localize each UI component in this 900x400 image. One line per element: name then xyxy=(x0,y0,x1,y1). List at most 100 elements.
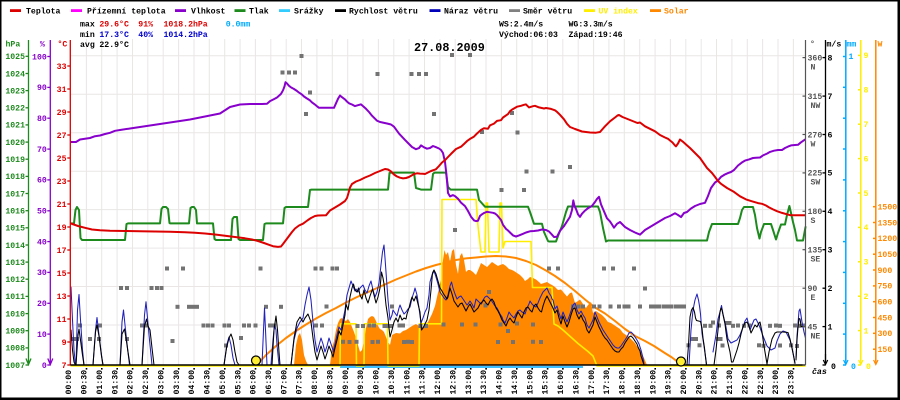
svg-text:09:00: 09:00 xyxy=(342,370,351,395)
svg-text:Západ:19:46: Západ:19:46 xyxy=(569,30,623,40)
svg-text:Východ:06:03: Východ:06:03 xyxy=(499,30,558,40)
svg-text:1012: 1012 xyxy=(5,276,25,285)
svg-text:5: 5 xyxy=(864,190,869,199)
svg-text:1050: 1050 xyxy=(878,251,898,260)
svg-text:1: 1 xyxy=(828,323,833,332)
svg-text:19: 19 xyxy=(57,224,67,233)
svg-text:15:30: 15:30 xyxy=(542,370,551,395)
svg-text:E: E xyxy=(811,294,816,303)
svg-text:°: ° xyxy=(810,41,815,50)
svg-text:0: 0 xyxy=(42,362,47,371)
svg-text:WG:3.3m/s: WG:3.3m/s xyxy=(569,20,613,30)
svg-text:90: 90 xyxy=(37,84,47,93)
svg-text:Náraz větru: Náraz větru xyxy=(444,7,498,17)
svg-text:10: 10 xyxy=(37,331,47,340)
svg-text:00:00: 00:00 xyxy=(65,370,74,395)
svg-text:13:30: 13:30 xyxy=(480,370,489,395)
svg-text:135: 135 xyxy=(808,247,823,256)
svg-text:m/s: m/s xyxy=(827,40,842,50)
svg-text:7: 7 xyxy=(828,93,833,102)
svg-text:1018: 1018 xyxy=(5,173,25,182)
svg-text:avg: avg xyxy=(80,41,95,50)
svg-text:1008: 1008 xyxy=(5,345,25,354)
svg-text:90: 90 xyxy=(808,285,818,294)
svg-text:17: 17 xyxy=(57,247,67,256)
svg-text:60: 60 xyxy=(37,177,47,186)
svg-text:12:30: 12:30 xyxy=(449,370,458,395)
svg-text:50: 50 xyxy=(37,208,47,217)
svg-text:45: 45 xyxy=(808,323,818,332)
svg-text:270: 270 xyxy=(808,131,823,140)
svg-text:01:00: 01:00 xyxy=(96,370,105,395)
svg-text:W: W xyxy=(878,41,883,50)
svg-text:315: 315 xyxy=(808,93,823,102)
svg-text:UV index: UV index xyxy=(599,7,638,17)
svg-text:Srážky: Srážky xyxy=(294,7,324,17)
svg-text:1018.2hPa: 1018.2hPa xyxy=(164,20,208,30)
svg-text:29.6°C: 29.6°C xyxy=(99,21,129,30)
svg-text:450: 450 xyxy=(878,314,893,323)
svg-text:22.9°C: 22.9°C xyxy=(99,41,129,50)
svg-text:16:30: 16:30 xyxy=(572,370,581,395)
svg-text:1011: 1011 xyxy=(5,293,25,302)
svg-text:4: 4 xyxy=(864,224,869,233)
svg-text:17:00: 17:00 xyxy=(588,370,597,395)
svg-text:27: 27 xyxy=(57,132,67,141)
svg-text:13:00: 13:00 xyxy=(465,370,474,395)
svg-text:N: N xyxy=(811,63,816,72)
svg-text:3: 3 xyxy=(864,259,869,268)
svg-text:70: 70 xyxy=(37,146,47,155)
svg-text:1350: 1350 xyxy=(878,219,898,228)
svg-text:900: 900 xyxy=(878,267,893,276)
svg-text:Směr větru: Směr větru xyxy=(523,7,572,17)
svg-text:SW: SW xyxy=(811,179,821,188)
svg-text:04:30: 04:30 xyxy=(204,370,213,395)
svg-text:1025: 1025 xyxy=(5,53,25,62)
svg-text:23:00: 23:00 xyxy=(772,370,781,395)
svg-text:Vlhkost: Vlhkost xyxy=(191,7,225,17)
svg-text:7: 7 xyxy=(864,121,869,130)
svg-text:06:30: 06:30 xyxy=(265,370,274,395)
svg-text:1019: 1019 xyxy=(5,156,25,165)
svg-text:1010: 1010 xyxy=(5,310,25,319)
svg-text:1007: 1007 xyxy=(5,362,25,371)
svg-text:1014.2hPa: 1014.2hPa xyxy=(164,30,208,40)
svg-text:0.0mm: 0.0mm xyxy=(226,21,251,30)
svg-text:180: 180 xyxy=(808,208,823,217)
svg-text:300: 300 xyxy=(878,330,893,339)
svg-text:9: 9 xyxy=(864,52,869,61)
svg-text:100: 100 xyxy=(32,53,47,62)
svg-text:21:00: 21:00 xyxy=(711,370,720,395)
svg-text:31: 31 xyxy=(57,86,67,95)
svg-text:00:30: 00:30 xyxy=(81,370,90,395)
svg-text:6: 6 xyxy=(864,155,869,164)
svg-text:18:00: 18:00 xyxy=(619,370,628,395)
svg-text:1015: 1015 xyxy=(5,225,25,234)
svg-text:1022: 1022 xyxy=(5,105,25,114)
svg-text:05:00: 05:00 xyxy=(219,370,228,395)
svg-text:9: 9 xyxy=(62,339,67,348)
svg-text:1014: 1014 xyxy=(5,242,25,251)
svg-text:Tlak: Tlak xyxy=(249,7,269,17)
svg-text:21: 21 xyxy=(57,201,67,210)
svg-text:0: 0 xyxy=(866,363,871,372)
svg-text:1200: 1200 xyxy=(878,235,898,244)
svg-text:22:00: 22:00 xyxy=(742,370,751,395)
svg-text:1013: 1013 xyxy=(5,259,25,268)
svg-text:1024: 1024 xyxy=(5,70,25,79)
svg-text:02:00: 02:00 xyxy=(127,370,136,395)
svg-text:hPa: hPa xyxy=(6,40,21,50)
svg-text:Přízemní teplota: Přízemní teplota xyxy=(87,7,166,17)
svg-text:0: 0 xyxy=(831,363,836,372)
svg-text:1020: 1020 xyxy=(5,139,25,148)
svg-text:13: 13 xyxy=(57,293,67,302)
svg-text:1: 1 xyxy=(849,53,854,62)
svg-text:91%: 91% xyxy=(138,21,153,30)
svg-text:Solar: Solar xyxy=(664,7,689,17)
svg-text:2: 2 xyxy=(864,293,869,302)
svg-text:750: 750 xyxy=(878,283,893,292)
svg-text:21:30: 21:30 xyxy=(726,370,735,395)
svg-text:0: 0 xyxy=(851,363,856,372)
svg-text:40%: 40% xyxy=(138,31,153,40)
svg-text:22:30: 22:30 xyxy=(757,370,766,395)
